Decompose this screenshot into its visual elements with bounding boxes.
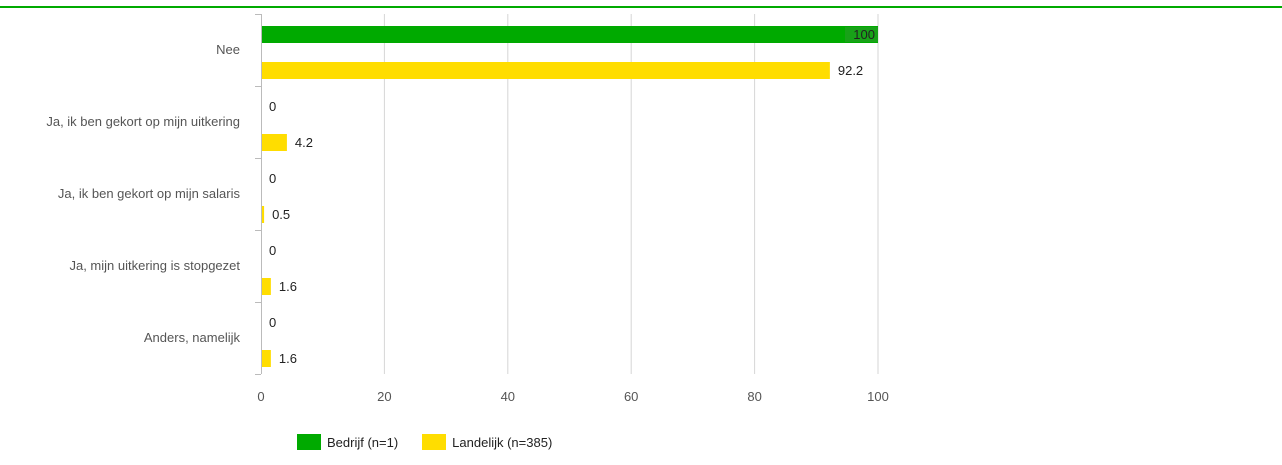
top-accent-rule	[0, 6, 1282, 8]
x-tick-label: 80	[747, 389, 761, 404]
category-label: Ja, mijn uitkering is stopgezet	[69, 258, 240, 273]
data-label: 0	[269, 99, 276, 114]
data-label: 0.5	[272, 207, 290, 222]
legend-label: Landelijk (n=385)	[452, 434, 553, 450]
data-label: 0	[269, 243, 276, 258]
data-label: 1.6	[279, 279, 297, 294]
x-tick-label: 40	[501, 389, 515, 404]
data-label: 4.2	[295, 135, 313, 150]
legend-item[interactable]: Landelijk (n=385)	[422, 434, 552, 450]
legend-label: Bedrijf (n=1)	[327, 434, 399, 450]
x-tick-label: 0	[257, 389, 264, 404]
category-label: Anders, namelijk	[144, 330, 241, 345]
data-label-background	[845, 27, 878, 42]
data-label: 1.6	[279, 351, 297, 366]
bar	[262, 26, 878, 43]
category-label: Ja, ik ben gekort op mijn salaris	[58, 186, 241, 201]
bar	[262, 134, 287, 151]
bar	[262, 278, 271, 295]
category-label: Ja, ik ben gekort op mijn uitkering	[46, 114, 240, 129]
data-label: 100	[853, 27, 875, 42]
category-label: Nee	[216, 42, 240, 57]
legend-swatch	[422, 434, 447, 450]
data-label: 92.2	[838, 63, 863, 78]
data-label: 0	[269, 315, 276, 330]
x-tick-label: 20	[377, 389, 391, 404]
bar	[262, 350, 271, 367]
bar	[262, 62, 830, 79]
x-tick-label: 60	[624, 389, 638, 404]
data-label: 0	[269, 171, 276, 186]
x-tick-label: 100	[867, 389, 889, 404]
legend-item[interactable]: Bedrijf (n=1)	[297, 434, 398, 450]
legend: Bedrijf (n=1) Landelijk (n=385)	[297, 432, 576, 452]
bar	[262, 206, 265, 223]
legend-swatch	[297, 434, 321, 450]
